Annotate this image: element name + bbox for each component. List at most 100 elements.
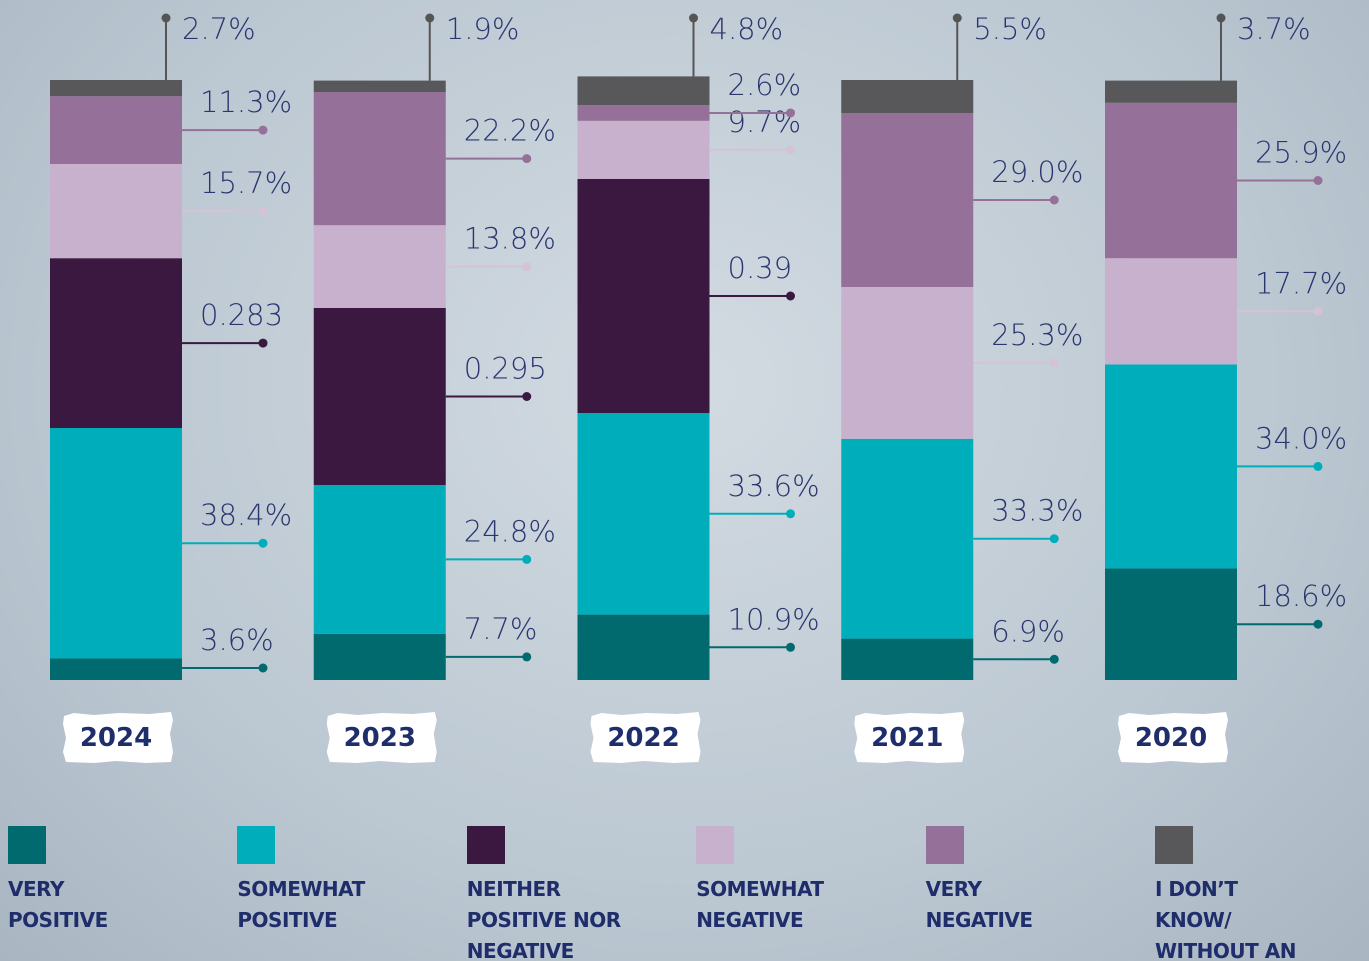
bar-segment (577, 413, 710, 615)
leader-dot (258, 663, 268, 673)
bar-segment (577, 179, 710, 413)
legend-swatch (8, 826, 46, 864)
bar-segment (50, 164, 182, 259)
legend-swatch (925, 826, 964, 864)
leader-dot (258, 538, 268, 548)
year-tag (63, 712, 173, 763)
leader-dot (1313, 176, 1323, 185)
value-label: 25.3% (991, 318, 1083, 352)
bar-segment (577, 614, 710, 680)
year-tag (1118, 712, 1228, 763)
value-label: 25.9% (1255, 136, 1347, 170)
value-label: 18.6% (1255, 579, 1347, 613)
leader-dot (161, 13, 171, 23)
value-label: 7.7% (464, 612, 538, 646)
leader-dot (786, 509, 795, 519)
year-label: 2023 (344, 723, 416, 753)
leader-dot (258, 206, 268, 216)
value-label: 0.283 (200, 298, 283, 332)
bar-segment (1105, 102, 1237, 259)
bar-segment (313, 308, 446, 485)
value-label: 1.9% (446, 12, 520, 46)
leader-dot (425, 13, 435, 23)
year-label: 2020 (1135, 723, 1207, 753)
value-label: 33.3% (991, 494, 1083, 528)
bar-segment (841, 287, 974, 439)
leader-dot (1049, 534, 1059, 544)
bar-segment (841, 438, 974, 639)
leader-dot (522, 154, 532, 164)
bar-segment (577, 120, 710, 179)
legend-label: I DON’T KNOW/ WITHOUT AN ANSWER (1155, 877, 1296, 961)
value-label: 0.295 (464, 352, 547, 386)
bar-segment (313, 633, 446, 680)
value-label: 34.0% (1255, 421, 1347, 455)
value-label: 4.8% (710, 12, 784, 46)
value-label: 0.39 (728, 251, 793, 285)
leader-dot (258, 338, 268, 348)
leader-dot (522, 392, 532, 401)
value-label: 5.5% (973, 12, 1047, 46)
bar-segment (313, 225, 446, 308)
leader-dot (1049, 195, 1059, 205)
legend-label: VERY POSITIVE (8, 877, 108, 932)
value-label: 13.8% (464, 222, 556, 256)
leader-dot (1313, 306, 1323, 316)
year-tag (326, 712, 437, 763)
value-label: 3.6% (200, 623, 274, 657)
bar-segment (841, 80, 974, 113)
legend-swatch (696, 826, 735, 864)
value-label: 11.3% (200, 85, 292, 119)
value-label: 15.7% (200, 166, 292, 200)
bar-segment (50, 258, 182, 428)
leader-dot (1313, 619, 1323, 629)
value-label: 3.7% (1237, 12, 1311, 46)
bar-segment (50, 428, 182, 659)
value-label: 33.6% (728, 469, 820, 503)
bar-segment (841, 638, 974, 680)
legend-label: VERY NEGATIVE (925, 877, 1033, 932)
value-label: 38.4% (200, 498, 292, 532)
leader-dot (689, 13, 698, 23)
leader-dot (786, 291, 795, 301)
leader-dot (1049, 358, 1059, 368)
legend-label: SOMEWHAT NEGATIVE (696, 877, 824, 932)
year-tag (854, 712, 965, 763)
value-label: 22.2% (464, 114, 556, 148)
legend-label: SOMEWHAT POSITIVE (237, 877, 365, 932)
bar-segment (313, 92, 446, 226)
bar-segment (50, 96, 182, 164)
bar-segment (1105, 568, 1237, 680)
legend-swatch (237, 826, 276, 864)
bar-segment (313, 80, 446, 92)
legend-label: NEITHER POSITIVE NOR NEGATIVE (466, 877, 621, 961)
value-label: 17.7% (1255, 266, 1347, 300)
value-label: 6.9% (991, 614, 1065, 648)
bar-segment (50, 80, 182, 97)
leader-dot (1216, 13, 1226, 23)
leader-dot (522, 262, 532, 272)
leader-dot (786, 108, 795, 118)
bar-segment (1105, 258, 1237, 365)
leader-dot (258, 125, 268, 135)
bar-segment (50, 658, 182, 680)
year-label: 2022 (607, 723, 679, 753)
leader-dot (522, 652, 532, 662)
value-label: 10.9% (728, 602, 820, 636)
legend-swatch (1155, 826, 1193, 864)
year-label: 2021 (871, 723, 943, 753)
leader-dot (1049, 654, 1059, 664)
leader-dot (952, 13, 962, 23)
bar-segment (1105, 364, 1237, 569)
value-label: 2.6% (728, 68, 802, 102)
value-label: 24.8% (464, 514, 556, 548)
bar-segment (577, 76, 710, 106)
bar-segment (841, 113, 974, 287)
legend-swatch (466, 826, 505, 864)
value-label: 29.0% (991, 155, 1083, 189)
leader-dot (1313, 461, 1323, 471)
bar-segment (1105, 80, 1237, 103)
leader-dot (786, 642, 795, 652)
